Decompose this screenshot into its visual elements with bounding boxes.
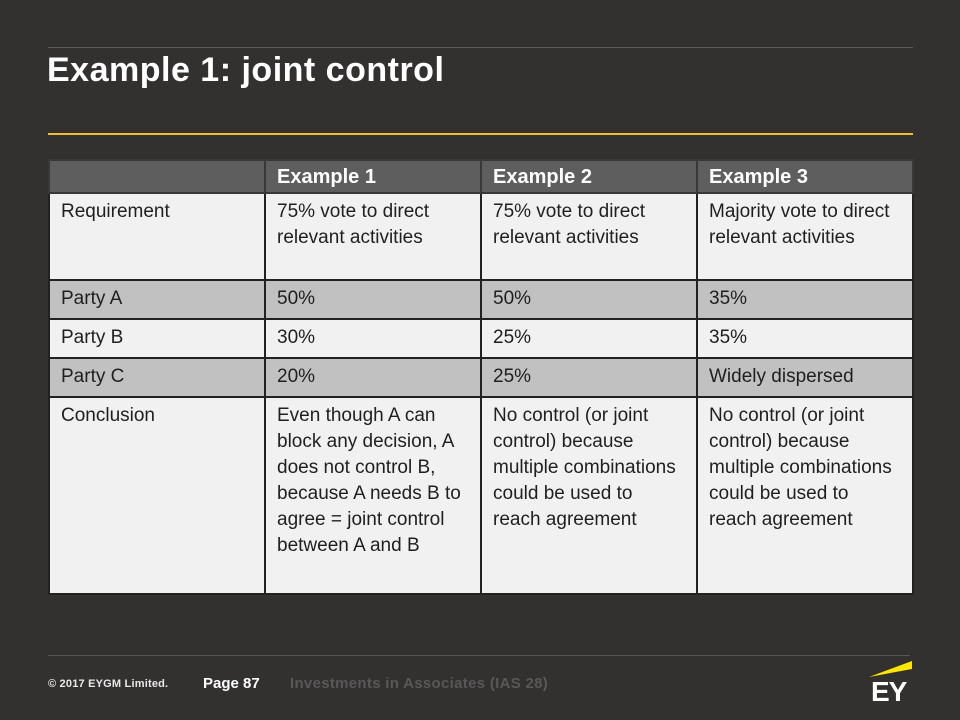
footer-page-number: Page 87 xyxy=(203,675,260,692)
column-header-example-2: Example 2 xyxy=(480,159,698,194)
column-header-example-1: Example 1 xyxy=(264,159,482,194)
comparison-table: Example 1 Example 2 Example 3 Requiremen… xyxy=(48,159,914,595)
table-cell: No control (or joint control) because mu… xyxy=(480,396,698,595)
accent-divider xyxy=(48,133,913,135)
footer-deck-title: Investments in Associates (IAS 28) xyxy=(290,675,549,692)
table-header-row: Example 1 Example 2 Example 3 xyxy=(48,159,914,194)
table-cell: Widely dispersed xyxy=(696,357,914,398)
top-divider xyxy=(48,47,913,48)
row-label: Conclusion xyxy=(48,396,266,595)
ey-logo-text: EY xyxy=(871,676,908,707)
table-cell: 50% xyxy=(264,279,482,320)
row-label: Party C xyxy=(48,357,266,398)
table-cell: 50% xyxy=(480,279,698,320)
table-cell: 35% xyxy=(696,318,914,359)
table-cell: Even though A can block any decision, A … xyxy=(264,396,482,595)
table-row-party-c: Party C 20% 25% Widely dispersed xyxy=(48,357,914,398)
ey-logo-graphic: EY xyxy=(869,661,912,707)
table-cell: 35% xyxy=(696,279,914,320)
row-label: Party B xyxy=(48,318,266,359)
table-cell: No control (or joint control) because mu… xyxy=(696,396,914,595)
table-row-party-a: Party A 50% 50% 35% xyxy=(48,279,914,320)
table-row-conclusion: Conclusion Even though A can block any d… xyxy=(48,396,914,595)
table-row-requirement: Requirement 75% vote to direct relevant … xyxy=(48,192,914,281)
footer-divider xyxy=(48,655,910,656)
table-row-party-b: Party B 30% 25% 35% xyxy=(48,318,914,359)
table-cell: 20% xyxy=(264,357,482,398)
table-cell: Majority vote to direct relevant activit… xyxy=(696,192,914,281)
comparison-table-wrap: Example 1 Example 2 Example 3 Requiremen… xyxy=(48,159,914,595)
ey-beam-icon xyxy=(869,661,912,677)
page-title: Example 1: joint control xyxy=(47,51,445,89)
table-cell: 25% xyxy=(480,357,698,398)
footer-copyright: © 2017 EYGM Limited. xyxy=(48,678,169,690)
column-header-blank xyxy=(48,159,266,194)
column-header-example-3: Example 3 xyxy=(696,159,914,194)
row-label: Requirement xyxy=(48,192,266,281)
table-cell: 75% vote to direct relevant activities xyxy=(264,192,482,281)
table-cell: 30% xyxy=(264,318,482,359)
row-label: Party A xyxy=(48,279,266,320)
ey-logo: EY xyxy=(860,657,916,707)
table-cell: 25% xyxy=(480,318,698,359)
table-cell: 75% vote to direct relevant activities xyxy=(480,192,698,281)
